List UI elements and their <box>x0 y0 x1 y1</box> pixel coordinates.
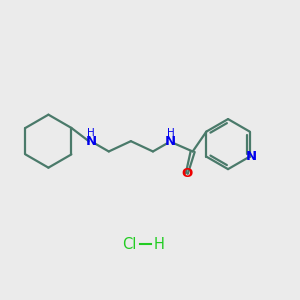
Text: Cl: Cl <box>122 237 136 252</box>
Text: H: H <box>87 128 95 138</box>
Text: N: N <box>246 150 257 163</box>
Text: N: N <box>165 135 176 148</box>
Text: H: H <box>167 128 175 138</box>
Text: O: O <box>181 167 192 180</box>
Text: N: N <box>85 135 97 148</box>
Text: H: H <box>153 237 164 252</box>
